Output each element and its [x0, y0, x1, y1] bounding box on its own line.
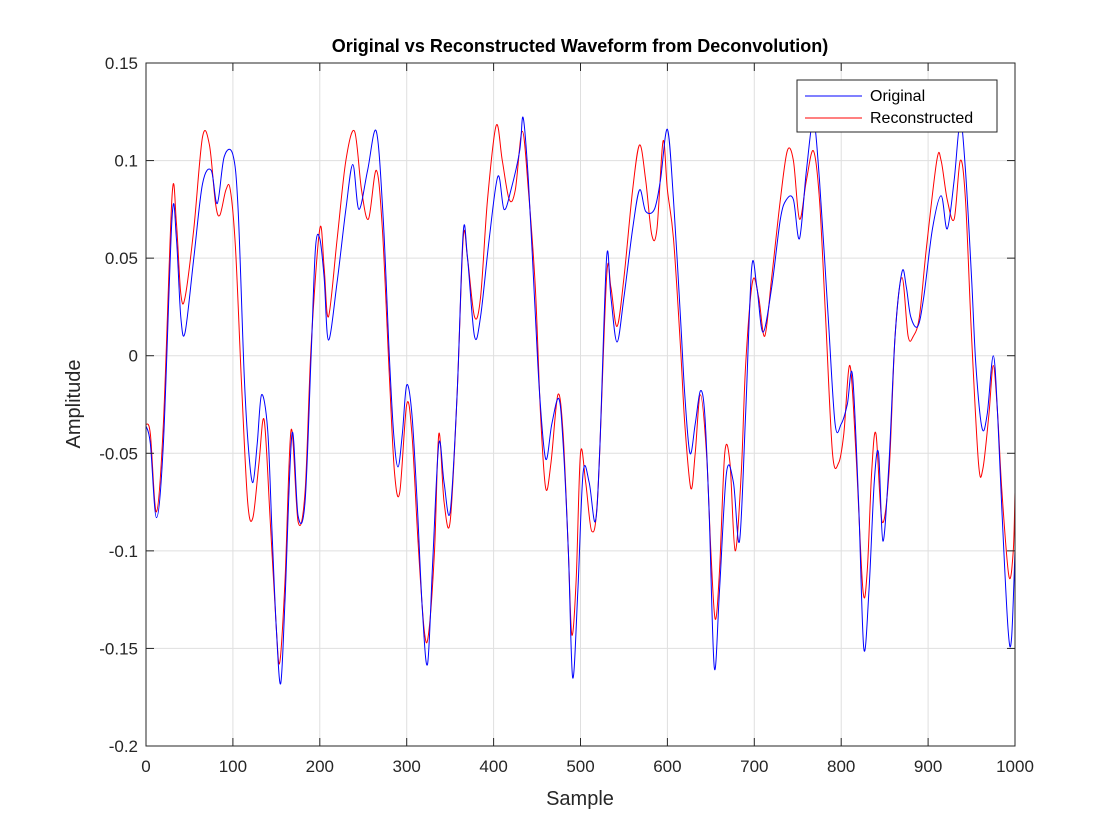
x-tick-label: 1000: [996, 757, 1034, 776]
x-tick-label: 300: [393, 757, 421, 776]
y-tick-label: -0.15: [99, 639, 138, 658]
y-tick-label: 0.15: [105, 54, 138, 73]
y-tick-label: -0.1: [109, 542, 138, 561]
y-tick-label: 0: [129, 347, 138, 366]
y-tick-label: -0.2: [109, 737, 138, 756]
x-axis-label: Sample: [546, 788, 614, 810]
x-tick-label: 400: [479, 757, 507, 776]
x-tick-label: 0: [141, 757, 150, 776]
lines: [146, 116, 1015, 685]
x-tick-label: 100: [219, 757, 247, 776]
x-tick-label: 600: [653, 757, 681, 776]
y-tick-label: 0.05: [105, 249, 138, 268]
series-line-reconstructed: [146, 124, 1015, 665]
y-tick-label: -0.05: [99, 444, 138, 463]
series-line-original: [146, 116, 1015, 685]
ticks: 0 100 200 300 400 500 600 700 800 900 1000 -0.2 -0.1…: [99, 54, 1034, 776]
y-tick-label: 0.1: [114, 152, 138, 171]
y-axis-label: Amplitude: [63, 360, 85, 449]
legend: Original Reconstructed: [796, 79, 998, 133]
x-tick-label: 800: [827, 757, 855, 776]
x-tick-label: 700: [740, 757, 768, 776]
x-tick-label: 900: [914, 757, 942, 776]
x-tick-label: 200: [306, 757, 334, 776]
legend-label-original: Original: [870, 88, 925, 105]
legend-box: [796, 79, 998, 133]
x-tick-label: 500: [566, 757, 594, 776]
chart-title: Original vs Reconstructed Waveform from …: [332, 36, 828, 56]
legend-label-reconstructed: Reconstructed: [870, 110, 973, 127]
